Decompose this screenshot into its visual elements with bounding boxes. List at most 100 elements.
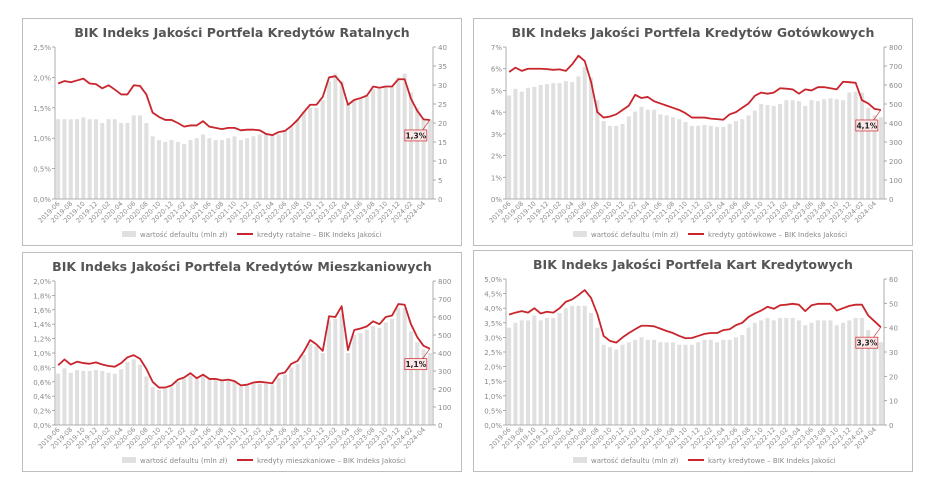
bar-default-value <box>125 123 130 199</box>
bar-default-value <box>106 119 111 199</box>
left-tick-label: 1,5% <box>484 378 502 386</box>
bar-default-value <box>645 339 650 425</box>
annotation-box <box>404 129 428 142</box>
bar-default-value <box>106 372 111 425</box>
bar-default-value <box>677 119 682 199</box>
right-tick-label: 15 <box>438 139 447 147</box>
bar-default-value <box>264 134 269 199</box>
bar-default-value <box>551 317 556 425</box>
annotation-leader <box>421 348 431 360</box>
left-tick-label: 2,5% <box>33 44 51 52</box>
bar-default-value <box>125 362 130 425</box>
right-tick-label: 600 <box>438 314 451 322</box>
bar-default-value <box>131 115 136 199</box>
left-tick-label: 3,5% <box>484 320 502 328</box>
left-tick-label: 6% <box>491 66 502 74</box>
left-tick-label: 0,0% <box>33 422 51 430</box>
bar-default-value <box>119 369 124 425</box>
legend-bar-swatch <box>573 457 587 463</box>
bar-default-value <box>333 318 338 425</box>
bar-default-value <box>169 140 174 199</box>
bar-default-value <box>526 320 531 425</box>
left-tick-label: 1,0% <box>33 350 51 358</box>
bar-default-value <box>696 342 701 425</box>
bar-default-value <box>226 380 231 425</box>
bar-default-value <box>639 337 644 425</box>
bar-default-value <box>544 84 549 199</box>
bar-default-value <box>364 329 369 425</box>
bar-default-value <box>207 138 212 199</box>
bar-default-value <box>415 107 420 199</box>
bar-default-value <box>841 100 846 199</box>
bar-default-value <box>257 383 262 425</box>
left-tick-label: 4,0% <box>484 305 502 313</box>
bar-default-value <box>333 73 338 199</box>
bar-default-value <box>276 134 281 199</box>
left-tick-label: 7% <box>491 44 502 52</box>
bar-default-value <box>576 76 581 199</box>
bar-default-value <box>257 134 262 199</box>
right-tick-label: 0 <box>889 422 893 430</box>
annotation-leader <box>872 327 882 339</box>
bar-default-value <box>427 353 432 425</box>
bar-default-value <box>408 331 413 425</box>
bar-default-value <box>264 383 269 425</box>
left-tick-label: 0,5% <box>484 407 502 415</box>
bar-default-value <box>112 119 117 199</box>
bar-default-value <box>245 385 250 425</box>
bar-default-value <box>289 126 294 199</box>
bar-default-value <box>163 142 168 199</box>
bar-default-value <box>752 110 757 199</box>
bar-default-value <box>358 98 363 199</box>
bar-default-value <box>633 339 638 425</box>
bar-default-value <box>513 322 518 425</box>
left-tick-label: 5% <box>491 87 502 95</box>
bar-default-value <box>589 313 594 425</box>
bar-default-value <box>371 88 376 199</box>
bar-default-value <box>620 123 625 199</box>
bar-default-value <box>427 119 432 199</box>
bar-default-value <box>796 320 801 425</box>
bar-default-value <box>866 107 871 199</box>
bar-default-value <box>708 339 713 425</box>
bar-default-value <box>658 342 663 425</box>
right-tick-label: 400 <box>438 350 451 358</box>
index-line <box>508 54 882 121</box>
left-tick-label: 2,0% <box>33 278 51 286</box>
bar-default-value <box>182 143 187 199</box>
legend-bar-swatch <box>122 457 136 463</box>
bar-default-value <box>396 308 401 425</box>
bar-default-value <box>194 378 199 425</box>
legend-bar-label: wartość defaultu (mln zł) <box>140 231 228 239</box>
bar-default-value <box>62 368 67 425</box>
right-tick-label: 300 <box>438 368 451 376</box>
bar-default-value <box>371 326 376 425</box>
right-tick-label: 100 <box>889 177 902 185</box>
right-tick-label: 0 <box>438 196 442 204</box>
bar-default-value <box>809 322 814 425</box>
bar-default-value <box>551 83 556 199</box>
chart-title: BIK Indeks Jakości Portfela Kredytów Mie… <box>52 259 432 274</box>
bar-default-value <box>664 115 669 199</box>
left-tick-label: 1,2% <box>33 336 51 344</box>
bar-default-value <box>828 98 833 199</box>
bar-default-value <box>544 317 549 425</box>
bar-default-value <box>822 99 827 199</box>
bar-default-value <box>421 349 426 425</box>
bar-default-value <box>56 373 61 425</box>
right-tick-label: 10 <box>438 158 447 166</box>
index-line <box>57 75 430 137</box>
bar-default-value <box>715 342 720 425</box>
bar-default-value <box>314 107 319 199</box>
bar-default-value <box>822 320 827 425</box>
bar-default-value <box>815 101 820 199</box>
legend-bar-label: wartość defaultu (mln zł) <box>591 231 679 239</box>
bar-default-value <box>352 335 357 425</box>
bar-default-value <box>68 119 73 199</box>
bar-default-value <box>188 375 193 425</box>
left-tick-label: 0% <box>491 196 502 204</box>
bar-default-value <box>702 124 707 199</box>
bar-default-value <box>847 320 852 425</box>
left-tick-label: 1,4% <box>33 321 51 329</box>
left-tick-label: 1,0% <box>33 135 51 143</box>
